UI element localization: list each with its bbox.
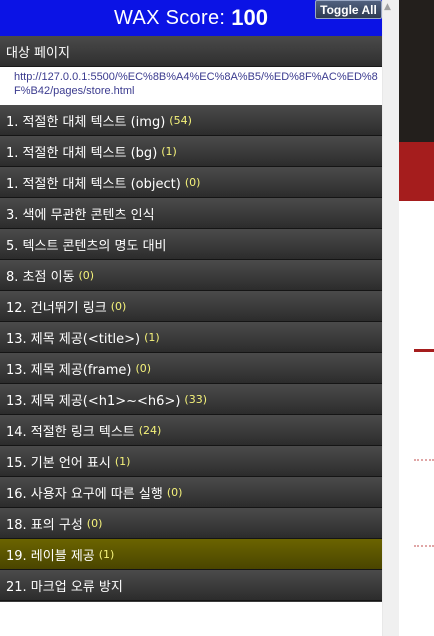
checklist-item-count: (0) — [110, 299, 127, 313]
checklist-item-label: 12. 건너뛰기 링크 — [6, 300, 107, 316]
background-dotted-line — [414, 545, 434, 547]
checklist-item-label: 3. 색에 무관한 콘텐츠 인식 — [6, 207, 155, 223]
checklist-item-label: 8. 초점 이동 — [6, 269, 75, 285]
checklist-item[interactable]: 12. 건너뛰기 링크 (0) — [0, 291, 382, 322]
checklist-item[interactable]: 15. 기본 언어 표시 (1) — [0, 446, 382, 477]
checklist-item-label: 18. 표의 구성 — [6, 517, 83, 533]
scroll-up-icon[interactable]: ▲ — [384, 2, 391, 12]
wax-panel: WAX Score: 100 Toggle All 대상 페이지 http://… — [0, 0, 382, 602]
checklist-item-count: (1) — [98, 547, 115, 561]
checklist-item[interactable]: 1. 적절한 대체 텍스트 (img) (54) — [0, 105, 382, 136]
checklist-item-label: 13. 제목 제공(<title>) — [6, 331, 141, 347]
checklist-item-count: (1) — [144, 330, 160, 344]
checklist-item[interactable]: 13. 제목 제공(<h1>~<h6>) (33) — [0, 384, 382, 415]
checklist-item-label: 1. 적절한 대체 텍스트 (object) — [6, 176, 181, 192]
checklist-item-count: (0) — [166, 485, 183, 499]
checklist-item[interactable]: 3. 색에 무관한 콘텐츠 인식 — [0, 198, 382, 229]
checklist-item[interactable]: 19. 레이블 제공 (1) — [0, 539, 382, 570]
checklist-item[interactable]: 8. 초점 이동 (0) — [0, 260, 382, 291]
score-value: 100 — [231, 5, 268, 30]
checklist-item-count: (0) — [86, 516, 103, 530]
checklist-item-count: (54) — [169, 113, 192, 127]
checklist-item[interactable]: 1. 적절한 대체 텍스트 (object) (0) — [0, 167, 382, 198]
checklist-item-label: 19. 레이블 제공 — [6, 548, 95, 564]
checklist-item[interactable]: 18. 표의 구성 (0) — [0, 508, 382, 539]
checklist-item-count: (1) — [114, 454, 131, 468]
target-page-heading[interactable]: 대상 페이지 — [0, 36, 382, 67]
background-dotted-line — [414, 459, 434, 461]
checklist-item-label: 21. 마크업 오류 방지 — [6, 579, 123, 595]
checklist-item[interactable]: 16. 사용자 요구에 따른 실행 (0) — [0, 477, 382, 508]
checklist-item[interactable]: 13. 제목 제공(<title>) (1) — [0, 322, 382, 353]
checklist-item-label: 13. 제목 제공(frame) — [6, 362, 132, 378]
target-page-url: http://127.0.0.1:5500/%EC%8B%A4%EC%8A%B5… — [0, 67, 382, 105]
checklist-item-label: 1. 적절한 대체 텍스트 (bg) — [6, 145, 158, 161]
checklist-item-count: (1) — [161, 144, 177, 158]
checklist-item-label: 16. 사용자 요구에 따른 실행 — [6, 486, 163, 502]
score-label: WAX Score: — [114, 6, 226, 29]
checklist-item-label: 15. 기본 언어 표시 — [6, 455, 111, 471]
background-red-banner — [399, 142, 434, 201]
page-scrollbar[interactable] — [382, 0, 399, 636]
checklist-item[interactable]: 5. 텍스트 콘텐츠의 명도 대비 — [0, 229, 382, 260]
checklist-item-label: 5. 텍스트 콘텐츠의 명도 대비 — [6, 238, 167, 254]
checklist-item-count: (0) — [184, 175, 201, 189]
toggle-all-button[interactable]: Toggle All — [315, 0, 382, 19]
checklist-item-label: 14. 적절한 링크 텍스트 — [6, 424, 135, 440]
checklist-item-count: (0) — [135, 361, 152, 375]
checklist-item-label: 13. 제목 제공(<h1>~<h6>) — [6, 393, 181, 409]
checklist-item[interactable]: 1. 적절한 대체 텍스트 (bg) (1) — [0, 136, 382, 167]
background-red-line — [414, 349, 434, 352]
checklist-item[interactable]: 13. 제목 제공(frame) (0) — [0, 353, 382, 384]
checklist-item[interactable]: 21. 마크업 오류 방지 — [0, 570, 382, 601]
checklist-item-count: (0) — [78, 268, 95, 282]
background-header-block — [399, 0, 434, 142]
checklist-item-label: 1. 적절한 대체 텍스트 (img) — [6, 114, 166, 130]
checklist-item[interactable]: 14. 적절한 링크 텍스트 (24) — [0, 415, 382, 446]
checklist-item-count: (24) — [138, 423, 162, 437]
checklist-item-count: (33) — [184, 392, 207, 406]
